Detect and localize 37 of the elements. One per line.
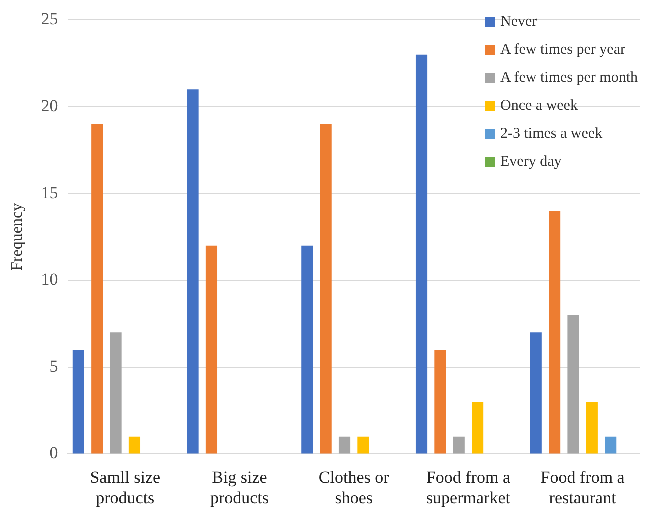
legend-label: Once a week xyxy=(500,98,578,115)
x-tick-label: Big size products xyxy=(210,468,270,508)
bar xyxy=(128,436,141,454)
bar xyxy=(530,332,542,454)
bar xyxy=(72,350,84,454)
x-tick-label: Samll size products xyxy=(90,468,161,508)
bar xyxy=(92,124,104,454)
bar xyxy=(110,332,122,454)
bar xyxy=(358,436,370,454)
bar xyxy=(605,436,617,454)
bar xyxy=(187,90,199,454)
y-tick-label: 25 xyxy=(41,10,58,29)
legend-label: A few times per year xyxy=(500,42,626,59)
bar xyxy=(302,246,314,454)
y-tick-label: 15 xyxy=(41,183,58,202)
bar xyxy=(472,402,484,454)
bar xyxy=(434,350,446,454)
bar xyxy=(549,211,561,454)
legend-label: Every day xyxy=(500,154,562,171)
legend-label: A few times per month xyxy=(500,70,638,87)
y-tick-label: 10 xyxy=(41,270,58,290)
bar xyxy=(320,124,332,454)
legend-label: Never xyxy=(500,14,538,31)
bar xyxy=(453,436,465,454)
y-axis-title: Frequency xyxy=(8,203,26,271)
bar xyxy=(416,54,428,454)
y-tick-label: 20 xyxy=(41,96,58,116)
x-tick-label: Food from a supermarket xyxy=(426,468,511,508)
bar xyxy=(206,246,218,454)
x-tick-label: Food from a restaurant xyxy=(540,468,626,508)
bar xyxy=(586,402,598,454)
bar xyxy=(568,315,580,454)
legend-label: 2-3 times a week xyxy=(500,126,603,143)
x-tick-label: Clothes or shoes xyxy=(318,468,390,508)
y-tick-label: 5 xyxy=(50,356,58,376)
bar xyxy=(338,436,351,454)
y-tick-label: 0 xyxy=(50,444,58,463)
